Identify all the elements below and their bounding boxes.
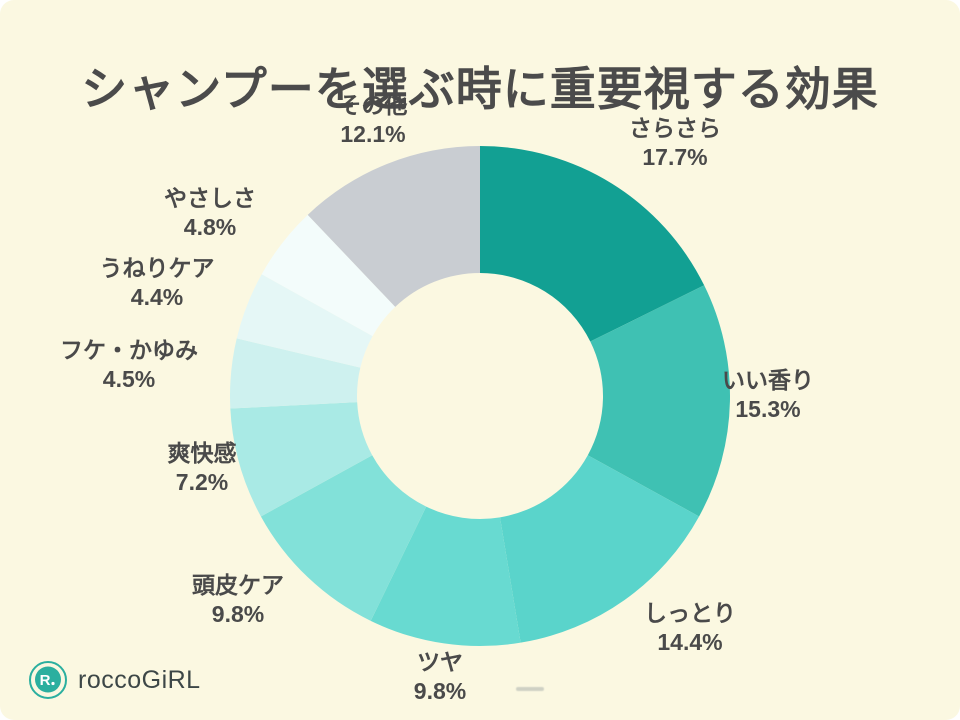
donut-segment-2 (500, 455, 700, 643)
svg-text:R: R (40, 672, 51, 689)
segment-name: 頭皮ケア (192, 572, 284, 598)
segment-name: フケ・かゆみ (60, 337, 198, 363)
donut-segment-8 (261, 214, 396, 337)
segment-label-8: やさしさ 4.8% (164, 184, 256, 242)
segment-label-1: いい香り 15.3% (722, 366, 814, 424)
donut-segment-9 (307, 146, 480, 307)
segment-label-2: しっとり 14.4% (644, 599, 736, 657)
segment-name: うねりケア (99, 255, 215, 281)
page-title: シャンプーを選ぶ時に重要視する効果 (81, 62, 879, 115)
segment-percent: 9.8% (413, 678, 467, 704)
segment-name: いい香り (722, 367, 814, 393)
segment-label-4: 頭皮ケア 9.8% (192, 571, 284, 629)
donut-segment-0 (480, 146, 705, 342)
segment-name: ツヤ (417, 649, 463, 675)
segment-percent: 4.8% (183, 214, 237, 240)
segment-label-7: うねりケア 4.4% (100, 254, 215, 312)
segment-name: さらさら (629, 115, 721, 141)
segment-label-5: 爽快感 7.2% (168, 439, 237, 497)
segment-name: 爽快感 (167, 440, 237, 466)
segment-percent: 17.7% (642, 144, 708, 170)
segment-percent: 7.2% (175, 469, 229, 495)
segment-name: しっとり (644, 600, 736, 626)
segment-percent: 9.8% (211, 601, 265, 627)
donut-segment-7 (236, 274, 373, 368)
rocco-r-speech-bubble-icon: R (29, 661, 67, 699)
donut-segment-3 (370, 506, 521, 646)
brand-logo: R roccoGiRL (28, 660, 201, 700)
segment-percent: 4.5% (102, 366, 156, 392)
donut-segment-5 (230, 402, 373, 517)
segment-percent: 4.4% (130, 284, 184, 310)
segment-label-3: ツヤ 9.8% (414, 648, 466, 706)
segment-percent: 12.1% (340, 121, 406, 147)
segment-percent: 15.3% (735, 396, 801, 422)
segment-label-6: フケ・かゆみ 4.5% (60, 336, 198, 394)
brand-name: roccoGiRL (78, 665, 201, 694)
segment-label-0: さらさら 17.7% (629, 114, 721, 172)
tiny-watermark (516, 687, 544, 691)
segment-percent: 14.4% (657, 629, 723, 655)
donut-segment-1 (587, 285, 731, 517)
segment-label-9: その他 12.1% (339, 91, 408, 149)
donut-segment-4 (260, 455, 427, 621)
donut-segment-6 (230, 338, 361, 409)
segment-name: やさしさ (164, 185, 256, 211)
segment-name: その他 (338, 92, 408, 118)
